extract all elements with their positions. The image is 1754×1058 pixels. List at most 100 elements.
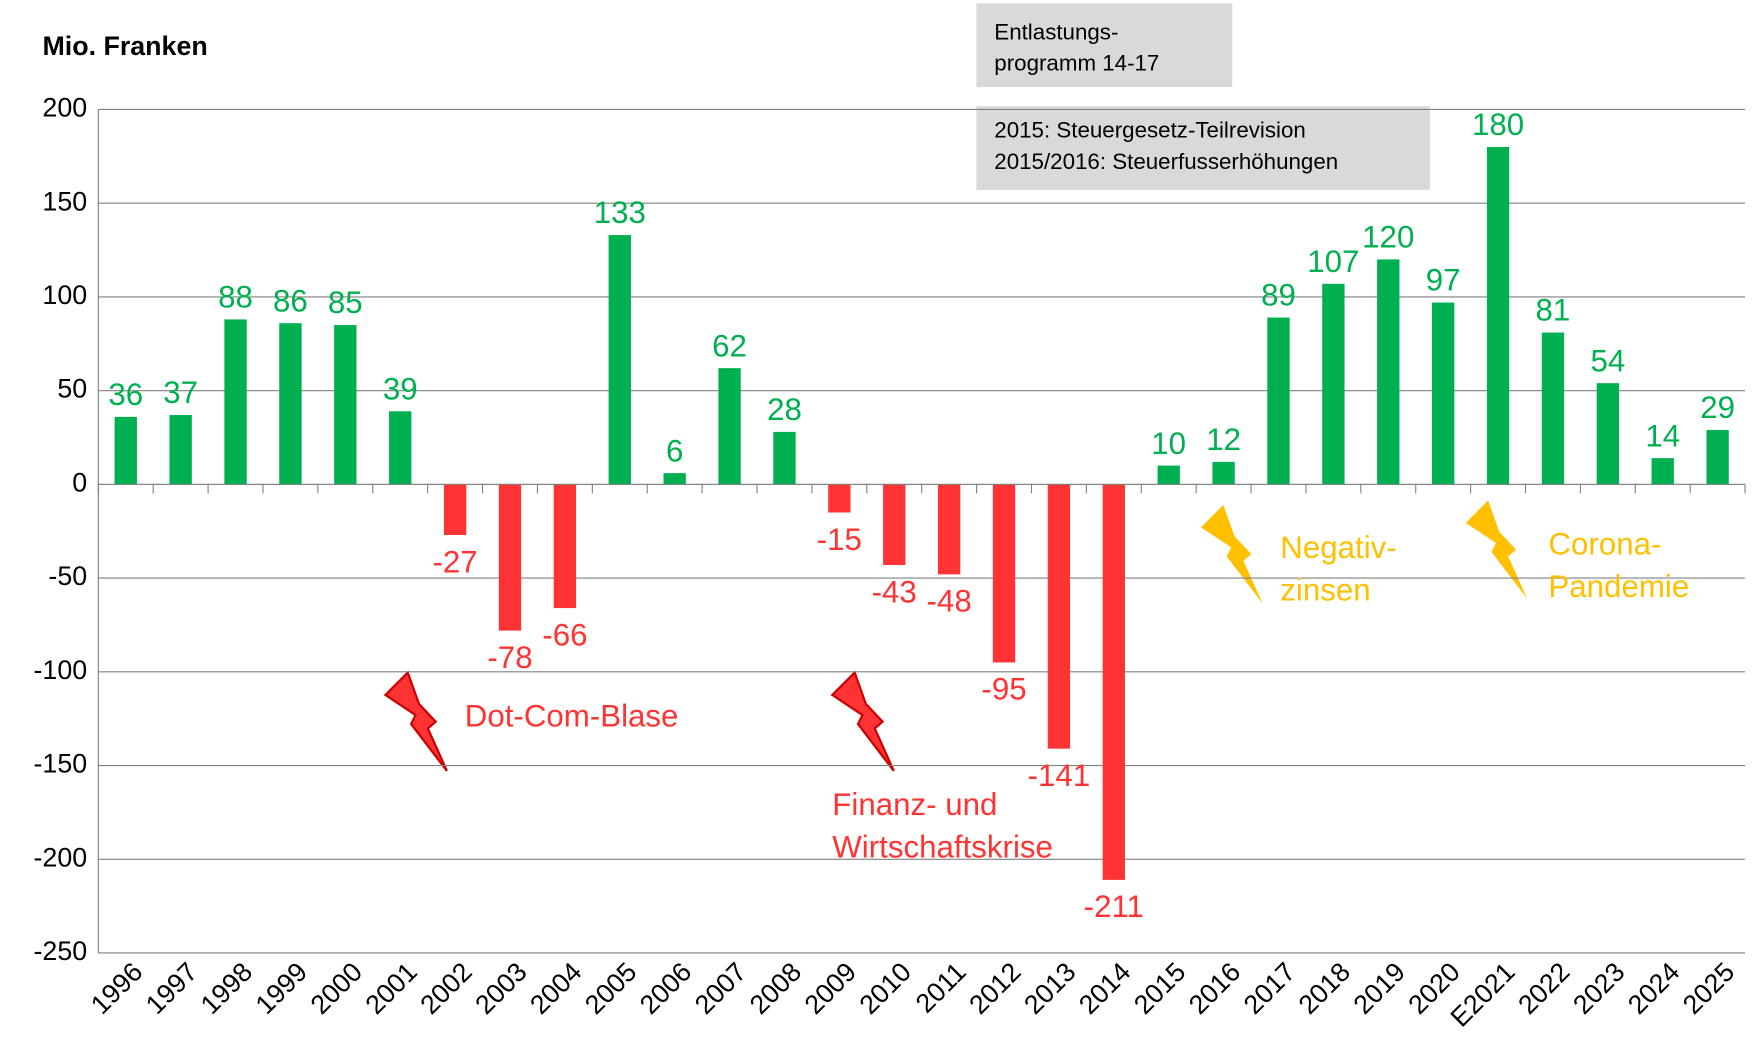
y-tick-label: -250 bbox=[34, 936, 88, 966]
bar bbox=[1651, 458, 1674, 485]
bar bbox=[718, 368, 741, 485]
value-label: 10 bbox=[1151, 426, 1186, 461]
y-axis-label: Mio. Franken bbox=[42, 31, 207, 61]
x-tick-label: 2017 bbox=[1238, 957, 1301, 1020]
x-tick-label: 2015 bbox=[1128, 957, 1191, 1020]
x-tick-label: 2004 bbox=[524, 957, 587, 1020]
x-tick-label: 2003 bbox=[469, 957, 532, 1020]
bar bbox=[224, 319, 247, 485]
value-label: -15 bbox=[817, 522, 862, 557]
bar bbox=[1102, 484, 1125, 880]
bar bbox=[608, 235, 631, 485]
note-box bbox=[976, 3, 1233, 88]
value-label: 107 bbox=[1307, 244, 1359, 279]
value-label: -211 bbox=[1084, 889, 1144, 924]
bar bbox=[992, 484, 1016, 663]
x-tick-label: 2007 bbox=[689, 957, 752, 1020]
x-tick-label: 2001 bbox=[359, 957, 422, 1020]
x-tick-label: 2009 bbox=[799, 957, 862, 1020]
x-tick-label: 2013 bbox=[1018, 957, 1081, 1020]
value-label: 86 bbox=[273, 283, 308, 318]
bar bbox=[773, 431, 796, 485]
x-tick-label: 2008 bbox=[744, 957, 807, 1020]
bar bbox=[1431, 302, 1455, 485]
bar bbox=[1486, 146, 1510, 485]
value-label: -43 bbox=[872, 574, 917, 609]
lightning-icons bbox=[383, 500, 1528, 772]
value-label: -27 bbox=[433, 544, 478, 579]
x-tick-label: 1998 bbox=[195, 957, 258, 1020]
lightning bbox=[1200, 504, 1263, 604]
value-label: 88 bbox=[218, 280, 253, 315]
lightning bbox=[1465, 500, 1528, 599]
x-tick-label: 1997 bbox=[140, 957, 203, 1020]
x-tick-label: 2025 bbox=[1677, 957, 1740, 1020]
value-label: 85 bbox=[328, 285, 363, 320]
annotation: Finanz- und bbox=[832, 787, 997, 822]
bar bbox=[1706, 430, 1729, 485]
bar bbox=[169, 415, 192, 485]
x-tick-label: 1996 bbox=[85, 957, 148, 1020]
bar bbox=[334, 325, 357, 485]
lightning bbox=[383, 670, 448, 772]
value-label: 39 bbox=[383, 371, 418, 406]
annotation: Dot-Com-Blase bbox=[465, 699, 679, 734]
note-text: programm 14-17 bbox=[994, 51, 1159, 76]
value-label: 37 bbox=[163, 375, 198, 410]
y-tick-label: 100 bbox=[42, 280, 87, 310]
note-text: Entlastungs- bbox=[994, 19, 1118, 44]
annotation: Pandemie bbox=[1548, 569, 1689, 604]
value-label: 133 bbox=[594, 195, 646, 230]
y-tick-label: 50 bbox=[57, 374, 87, 404]
y-tick-label: 0 bbox=[72, 467, 87, 497]
y-tick-label: 150 bbox=[42, 186, 87, 216]
value-label: 28 bbox=[767, 392, 802, 427]
y-tick-label: -150 bbox=[34, 749, 88, 779]
x-tick-label: 2016 bbox=[1183, 957, 1246, 1020]
bar bbox=[1047, 484, 1071, 749]
bar bbox=[553, 484, 577, 609]
x-tick-label: 2019 bbox=[1348, 957, 1411, 1020]
x-tick-label: 2022 bbox=[1512, 957, 1575, 1020]
lightning bbox=[830, 670, 895, 772]
bar bbox=[498, 484, 522, 631]
bar bbox=[937, 484, 961, 575]
x-tick-label: 2000 bbox=[305, 957, 368, 1020]
value-label: 89 bbox=[1261, 278, 1296, 313]
x-tick-label: 1999 bbox=[250, 957, 313, 1020]
bar bbox=[1267, 317, 1290, 485]
value-label: 180 bbox=[1472, 107, 1524, 142]
x-tick-label: 2018 bbox=[1293, 957, 1356, 1020]
value-label: -141 bbox=[1028, 758, 1091, 793]
annotation: Corona- bbox=[1548, 527, 1661, 562]
x-tick-label: 2023 bbox=[1567, 957, 1630, 1020]
bar bbox=[1212, 461, 1235, 485]
note-text: 2015/2016: Steuerfusserhöhungen bbox=[994, 149, 1338, 174]
note-box bbox=[976, 106, 1431, 190]
value-label: -48 bbox=[927, 584, 972, 619]
x-tick-label: 2010 bbox=[854, 957, 917, 1020]
annotation: zinsen bbox=[1280, 572, 1370, 607]
value-label: 97 bbox=[1426, 263, 1461, 298]
value-label: 81 bbox=[1536, 293, 1571, 328]
value-label: 120 bbox=[1362, 220, 1414, 255]
x-tick-label: 2006 bbox=[634, 957, 697, 1020]
annotation: Negativ- bbox=[1280, 530, 1396, 565]
value-label: 12 bbox=[1206, 422, 1241, 457]
y-tick-label: -200 bbox=[34, 842, 88, 872]
bar bbox=[389, 411, 412, 485]
value-label: -78 bbox=[487, 640, 532, 675]
bar bbox=[1157, 465, 1180, 485]
value-label: 36 bbox=[108, 377, 143, 412]
x-tick-label: 2014 bbox=[1073, 957, 1136, 1020]
bar bbox=[279, 323, 302, 485]
note-text: 2015: Steuergesetz-Teilrevision bbox=[994, 118, 1306, 143]
value-label: 14 bbox=[1645, 418, 1680, 453]
value-label: -66 bbox=[542, 617, 587, 652]
y-tick-label: 200 bbox=[42, 93, 87, 123]
x-tick-label: 2002 bbox=[414, 957, 477, 1020]
annotation: Wirtschaftskrise bbox=[832, 829, 1053, 864]
x-tick-label: E2021 bbox=[1445, 957, 1521, 1033]
x-tick-label: 2012 bbox=[963, 957, 1026, 1020]
y-tick-label: -100 bbox=[34, 655, 88, 685]
